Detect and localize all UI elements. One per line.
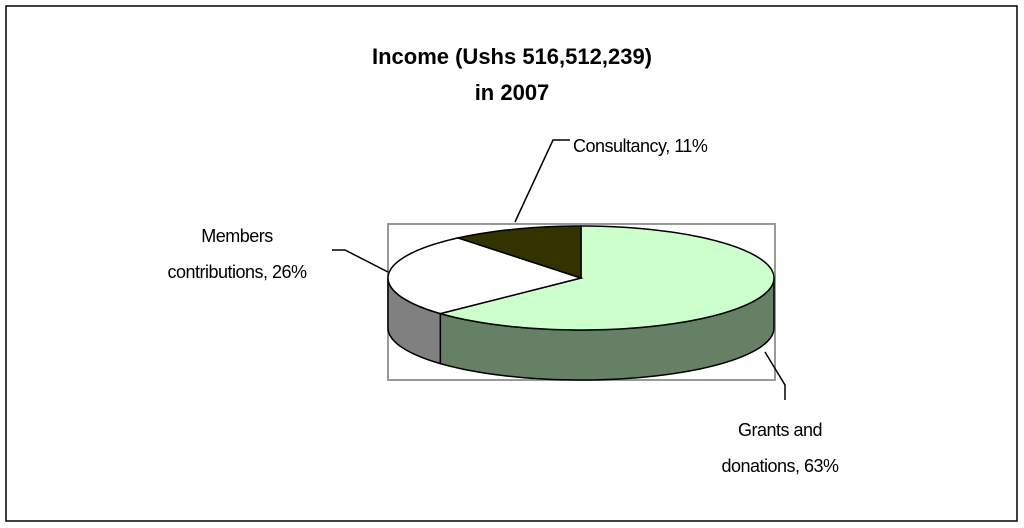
- data-label: contributions, 26%: [167, 262, 307, 282]
- pie-slice: [437, 225, 775, 331]
- chart-title: in 2007: [475, 80, 550, 105]
- data-label: Members: [201, 226, 273, 246]
- data-label: Consultancy, 11%: [573, 136, 708, 156]
- leader-line: [514, 139, 570, 223]
- pie-slice: [387, 237, 584, 315]
- leader-line: [764, 351, 786, 400]
- pie-slice: [455, 225, 582, 280]
- leader-line: [332, 249, 389, 273]
- data-label: Grants and: [738, 420, 822, 440]
- chart-title: Income (Ushs 516,512,239): [372, 44, 652, 69]
- data-label: donations, 63%: [721, 456, 839, 476]
